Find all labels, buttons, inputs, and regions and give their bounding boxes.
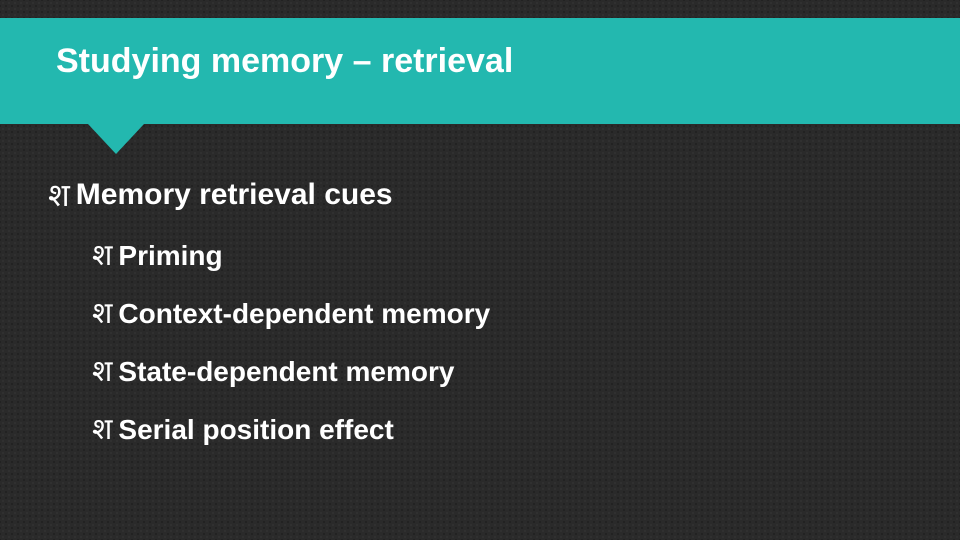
header-triangle-callout xyxy=(88,124,144,154)
list-item-text: Serial position effect xyxy=(118,414,393,446)
tilde-bullet-icon: श xyxy=(48,179,70,211)
content-area: श Memory retrieval cues श Priming श Cont… xyxy=(48,178,912,472)
list-item: श Context-dependent memory xyxy=(92,298,912,330)
tilde-bullet-icon: श xyxy=(92,299,112,329)
list-item: श Memory retrieval cues xyxy=(48,178,912,212)
tilde-bullet-icon: श xyxy=(92,415,112,445)
list-item: श Serial position effect xyxy=(92,414,912,446)
list-item-text: Memory retrieval cues xyxy=(76,178,393,212)
list-item: श Priming xyxy=(92,240,912,272)
list-item-text: Priming xyxy=(118,240,222,272)
list-item-text: State-dependent memory xyxy=(118,356,454,388)
slide-title: Studying memory – retrieval xyxy=(56,42,513,81)
list-item: श State-dependent memory xyxy=(92,356,912,388)
tilde-bullet-icon: श xyxy=(92,357,112,387)
tilde-bullet-icon: श xyxy=(92,241,112,271)
list-item-text: Context-dependent memory xyxy=(118,298,490,330)
